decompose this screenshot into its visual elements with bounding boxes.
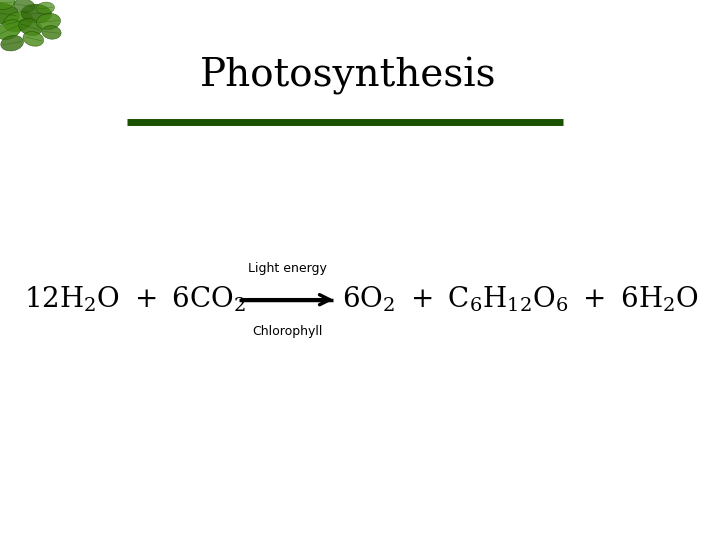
- Ellipse shape: [0, 20, 22, 39]
- Ellipse shape: [1, 36, 24, 51]
- Ellipse shape: [0, 3, 19, 24]
- Ellipse shape: [37, 14, 60, 30]
- Text: $\mathregular{12H_2O\ +\ 6CO_2}$: $\mathregular{12H_2O\ +\ 6CO_2}$: [24, 285, 246, 314]
- Text: Chlorophyll: Chlorophyll: [253, 325, 323, 338]
- Text: $\mathregular{6O_2\ +\ C_6H_{12}O_6\ +\ 6H_2O}$: $\mathregular{6O_2\ +\ C_6H_{12}O_6\ +\ …: [342, 285, 699, 314]
- Ellipse shape: [4, 11, 33, 32]
- Ellipse shape: [21, 4, 51, 23]
- Text: Light energy: Light energy: [248, 262, 327, 275]
- Ellipse shape: [14, 0, 35, 12]
- Text: Photosynthesis: Photosynthesis: [200, 57, 497, 94]
- Ellipse shape: [19, 18, 42, 36]
- Ellipse shape: [0, 0, 15, 10]
- Ellipse shape: [37, 2, 55, 14]
- Ellipse shape: [23, 31, 44, 46]
- Ellipse shape: [42, 25, 61, 39]
